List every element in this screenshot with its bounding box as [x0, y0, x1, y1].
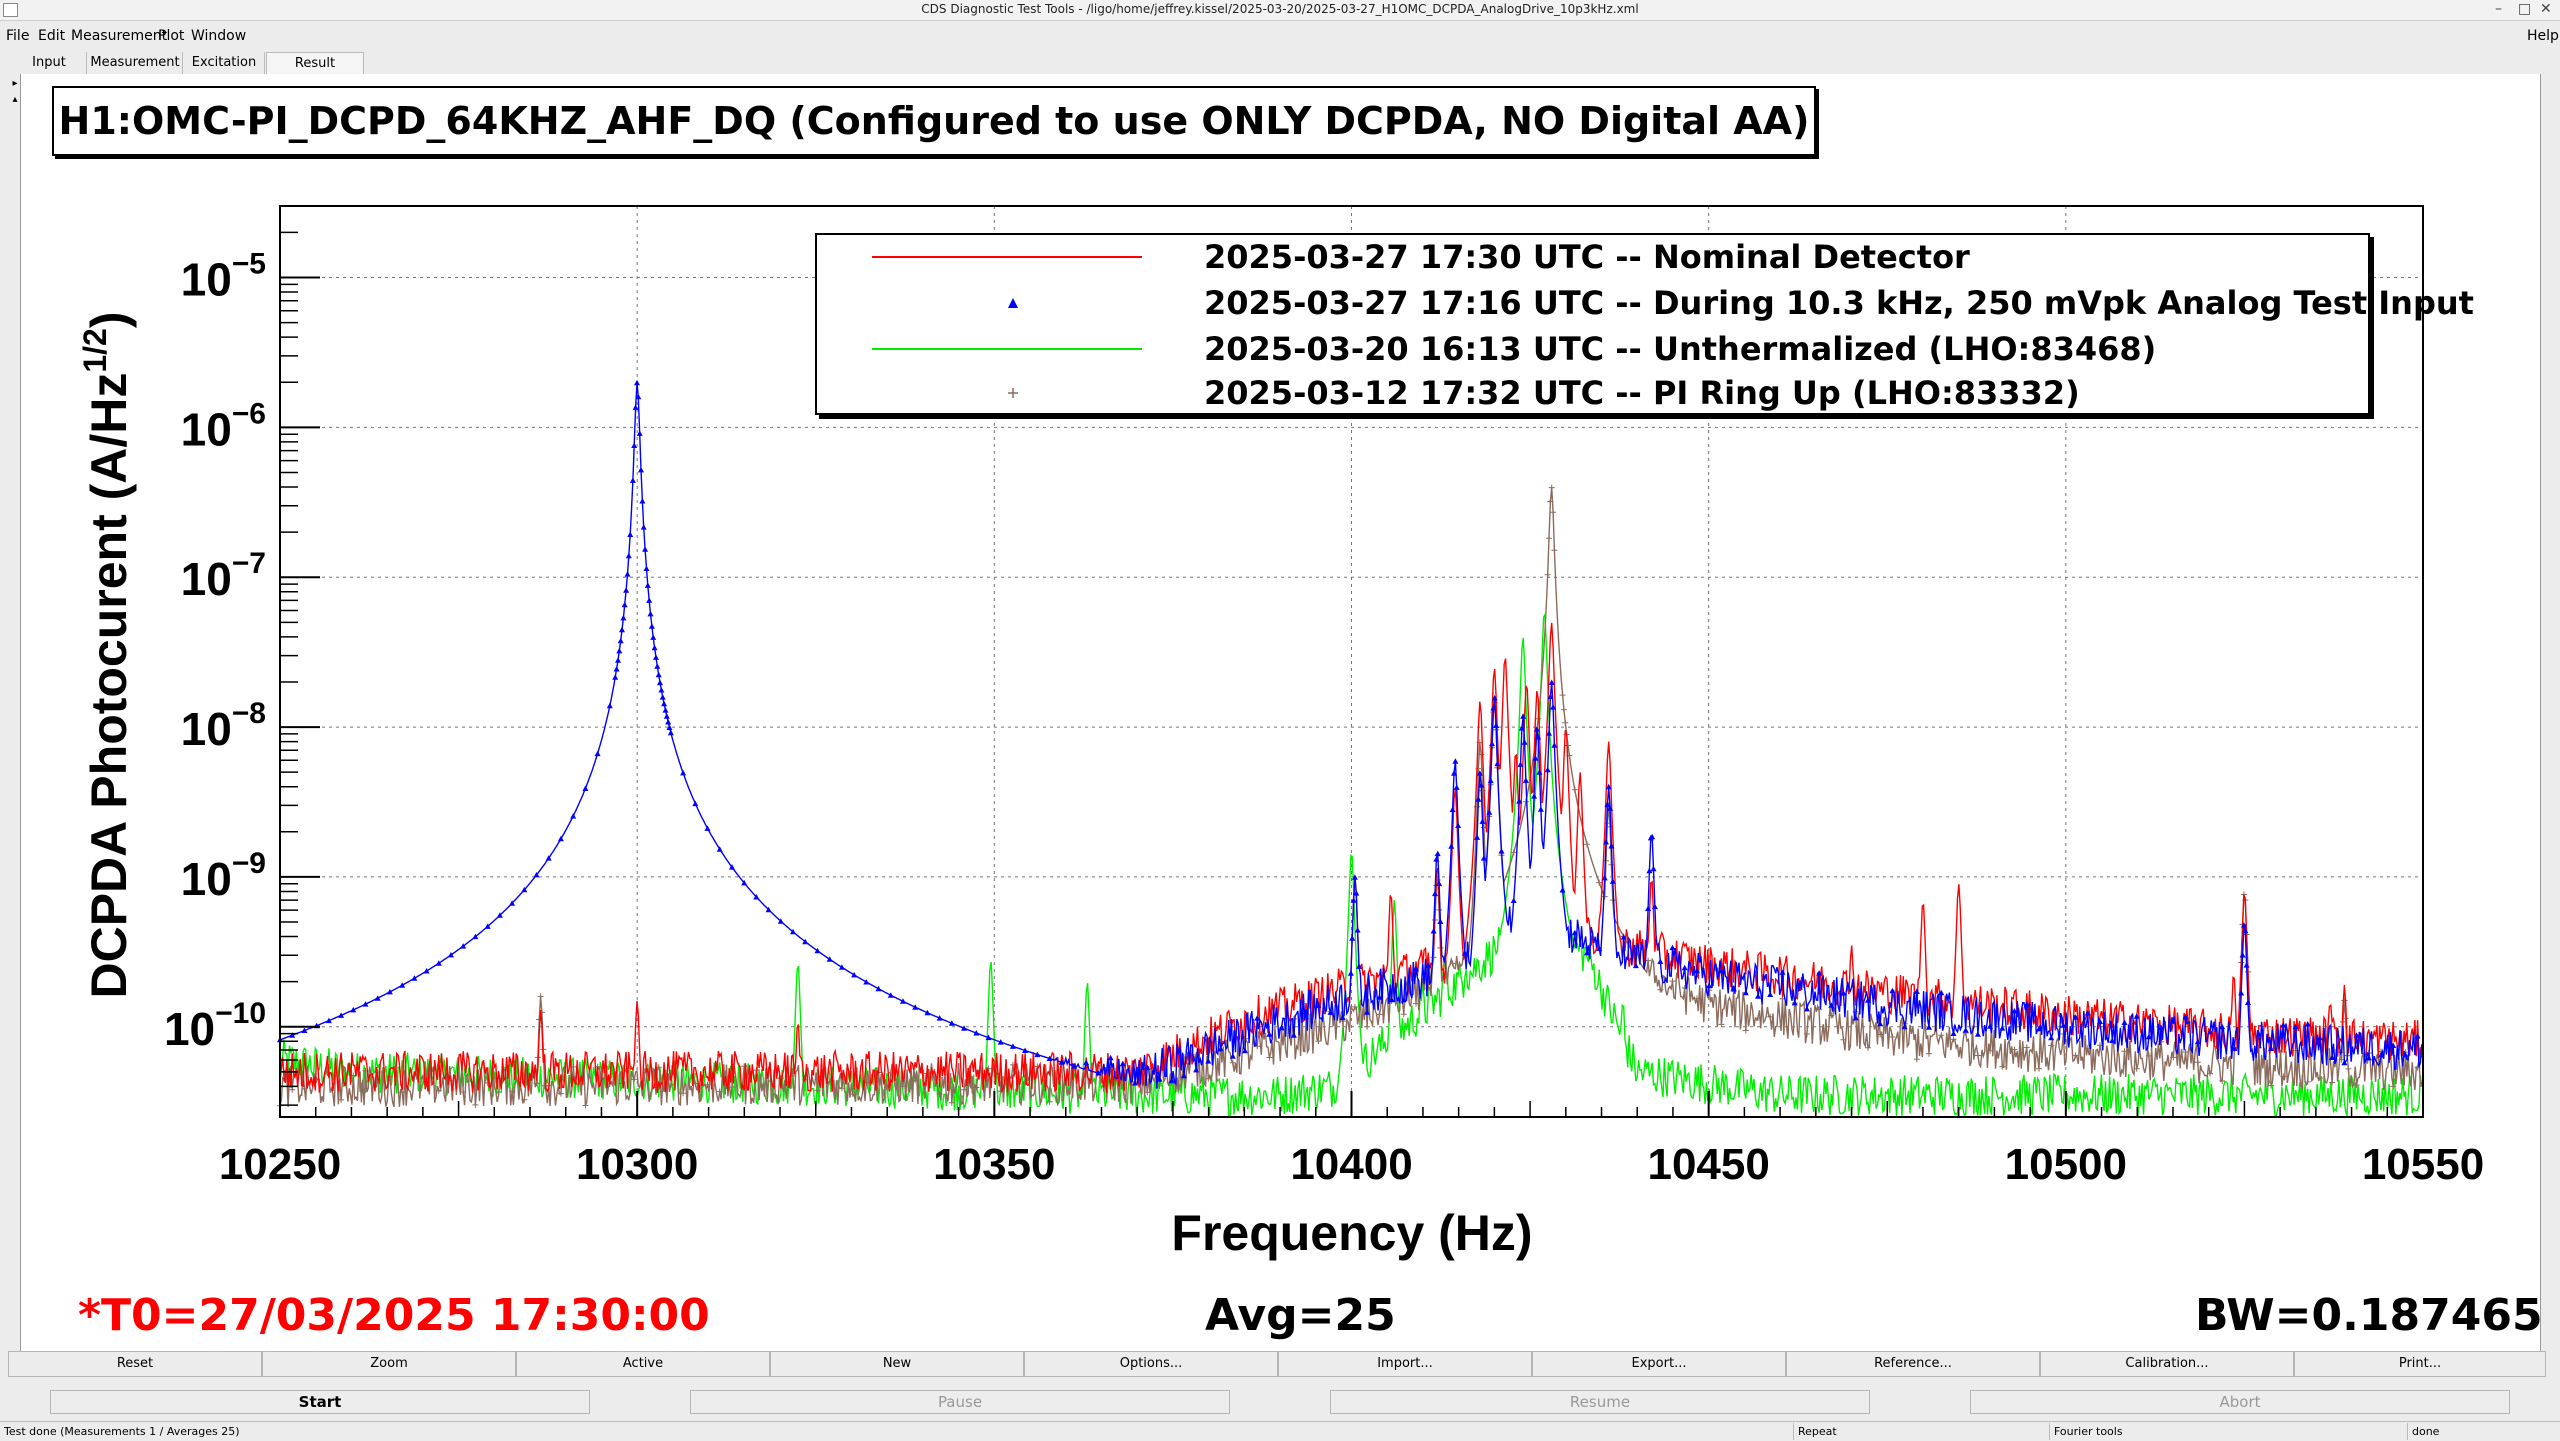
legend[interactable]: 2025-03-27 17:30 UTC -- Nominal Detector… — [815, 233, 2474, 415]
series-markers — [277, 484, 2421, 1109]
window-titlebar: CDS Diagnostic Test Tools - /ligo/home/j… — [0, 0, 2560, 21]
x-tick-label: 10350 — [933, 1140, 1055, 1189]
series-markers — [277, 379, 2421, 1086]
status-state: done — [2412, 1425, 2440, 1438]
new-button[interactable]: New — [770, 1351, 1024, 1377]
options-button[interactable]: Options... — [1024, 1351, 1278, 1377]
tab-result[interactable]: Result — [266, 52, 364, 75]
menu-file[interactable]: File — [6, 28, 30, 44]
tick-labels: 10250 10300 10350 10400 10450 10500 10550 10−10… — [164, 247, 2484, 1189]
calibration-button[interactable]: Calibration... — [2040, 1351, 2294, 1377]
menu-window[interactable]: Window — [191, 28, 247, 44]
y-axis-label-main: DCPDA Photocurent (A/Hz — [81, 373, 137, 999]
x-axis-label: Frequency (Hz) — [1171, 1205, 1532, 1261]
tab-input[interactable]: Input — [12, 52, 87, 74]
x-tick-label: 10550 — [2362, 1140, 2484, 1189]
x-tick-label: 10250 — [219, 1140, 341, 1189]
plot-button-row: Reset Zoom Active New Options... Import.… — [8, 1351, 2546, 1377]
divider — [20, 74, 21, 1352]
y-tick-label: 10−6 — [181, 397, 266, 455]
close-icon[interactable]: ✕ — [2540, 1, 2552, 17]
plot-title-box: H1:OMC-PI_DCPD_64KHZ_AHF_DQ (Configured … — [52, 86, 1816, 156]
menu-plot[interactable]: Plot — [158, 28, 185, 44]
y-tick-label: 10−8 — [181, 697, 266, 755]
zoom-button[interactable]: Zoom — [262, 1351, 516, 1377]
legend-entry: 2025-03-12 17:32 UTC -- PI Ring Up (LHO:… — [817, 371, 2368, 415]
ticks — [279, 231, 2424, 1117]
y-tick-label: 10−10 — [164, 997, 266, 1055]
tab-measurement[interactable]: Measurement — [88, 52, 183, 74]
legend-entry: 2025-03-20 16:13 UTC -- Unthermalized (L… — [817, 327, 2368, 371]
reset-button[interactable]: Reset — [8, 1351, 262, 1377]
t0-label: *T0=27/03/2025 17:30:00 — [78, 1290, 710, 1341]
minimize-icon[interactable]: – — [2495, 1, 2502, 17]
series-line — [279, 614, 2423, 1117]
legend-swatch-line — [872, 256, 1142, 258]
bw-label: BW=0.187465 — [2195, 1290, 2543, 1341]
reference-button[interactable]: Reference... — [1786, 1351, 2040, 1377]
legend-label: 2025-03-27 17:30 UTC -- Nominal Detector — [1204, 238, 1970, 276]
export-button[interactable]: Export... — [1532, 1351, 1786, 1377]
y-axis-label: DCPDA Photocurent (A/Hz1/2) — [77, 311, 137, 998]
start-button[interactable]: Start — [50, 1390, 590, 1414]
series-line — [279, 382, 2423, 1089]
legend-label: 2025-03-20 16:13 UTC -- Unthermalized (L… — [1204, 330, 2157, 368]
status-message: Test done (Measurements 1 / Averages 25) — [0, 1423, 1794, 1440]
legend-entry: 2025-03-27 17:16 UTC -- During 10.3 kHz,… — [817, 281, 2474, 325]
x-tick-label: 10500 — [2005, 1140, 2127, 1189]
resume-button[interactable]: Resume — [1330, 1390, 1870, 1414]
active-button[interactable]: Active — [516, 1351, 770, 1377]
pause-button[interactable]: Pause — [690, 1390, 1230, 1414]
plus-marker-icon — [1008, 388, 1018, 398]
divider — [2540, 74, 2541, 1352]
y-tick-label: 10−5 — [181, 247, 266, 305]
avg-label: Avg=25 — [1205, 1290, 1396, 1341]
series-line — [279, 487, 2423, 1108]
series-layer — [277, 379, 2423, 1117]
tab-excitation[interactable]: Excitation — [184, 52, 265, 74]
legend-entry: 2025-03-27 17:30 UTC -- Nominal Detector — [817, 235, 2368, 279]
abort-button[interactable]: Abort — [1970, 1390, 2510, 1414]
status-bar: Test done (Measurements 1 / Averages 25)… — [0, 1421, 2560, 1441]
tab-bar: Input Measurement Excitation Result — [0, 52, 2560, 75]
y-tick-label: 10−9 — [181, 847, 266, 905]
pad-selector[interactable]: ▸ ▴ — [9, 76, 21, 110]
triangle-marker-icon — [1008, 298, 1018, 308]
x-tick-label: 10300 — [576, 1140, 698, 1189]
y-tick-label: 10−7 — [181, 547, 266, 605]
window-title: CDS Diagnostic Test Tools - /ligo/home/j… — [921, 2, 1639, 16]
arrow-up-icon[interactable]: ▴ — [12, 94, 18, 105]
x-tick-label: 10450 — [1647, 1140, 1769, 1189]
menu-help[interactable]: Help — [2527, 28, 2559, 44]
run-button-row: Start Pause Resume Abort — [0, 1390, 2560, 1416]
legend-label: 2025-03-27 17:16 UTC -- During 10.3 kHz,… — [1204, 284, 2474, 322]
y-axis-label-sup: 1/2 — [77, 328, 113, 372]
x-tick-label: 10400 — [1290, 1140, 1412, 1189]
window-menu-icon[interactable] — [3, 3, 18, 17]
menu-edit[interactable]: Edit — [38, 28, 66, 44]
import-button[interactable]: Import... — [1278, 1351, 1532, 1377]
y-axis-label-tail: ) — [81, 311, 137, 328]
menu-measurement[interactable]: Measurement — [71, 28, 168, 44]
maximize-icon[interactable]: □ — [2518, 1, 2532, 17]
status-tool: Fourier tools — [2050, 1423, 2408, 1440]
legend-label: 2025-03-12 17:32 UTC -- PI Ring Up (LHO:… — [1204, 374, 2080, 412]
legend-swatch-line — [872, 348, 1142, 350]
status-mode: Repeat — [1794, 1423, 2050, 1440]
arrow-right-icon[interactable]: ▸ — [12, 78, 18, 89]
print-button[interactable]: Print... — [2294, 1351, 2546, 1377]
plot-title: H1:OMC-PI_DCPD_64KHZ_AHF_DQ (Configured … — [58, 99, 1810, 143]
menu-bar: File Edit Measurement Plot Window Help — [0, 21, 2560, 51]
